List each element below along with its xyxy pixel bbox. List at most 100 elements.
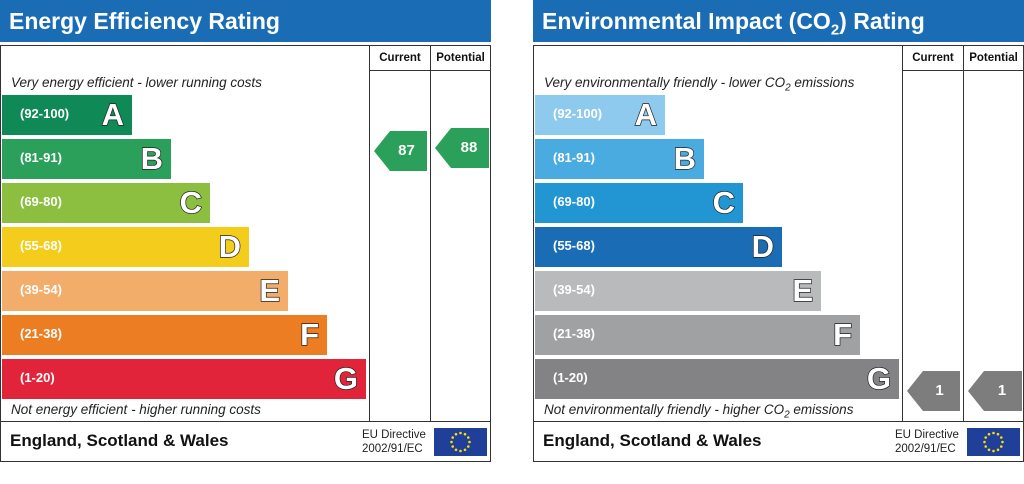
eu-star xyxy=(454,448,458,452)
band-c: (69-80) C xyxy=(2,183,210,223)
band-letter-label: E xyxy=(792,272,814,308)
eu-star xyxy=(999,436,1003,439)
band-letter-label: F xyxy=(299,316,319,352)
footer-region: England, Scotland & Wales xyxy=(10,431,229,450)
band-letter-label: G xyxy=(866,360,892,396)
band-range-label: (39-54) xyxy=(20,282,62,297)
footer-divider xyxy=(1,421,490,422)
band-letter-label: D xyxy=(751,228,775,264)
eu-star xyxy=(999,445,1003,448)
top-caption: Very energy efficient - lower running co… xyxy=(11,75,262,90)
eu-star xyxy=(459,449,462,453)
band-g: (1-20) G xyxy=(2,359,366,399)
current-rating-arrow: 87 xyxy=(374,131,427,171)
band-range-label: (1-20) xyxy=(20,370,55,385)
eu-star xyxy=(996,432,1000,436)
current-column-header: Current xyxy=(379,52,421,64)
potential-column-divider xyxy=(963,46,964,421)
energy-title: Energy Efficiency Rating xyxy=(0,0,491,42)
current-column-divider xyxy=(902,46,903,421)
energy-chart-frame: Current Potential Very energy efficient … xyxy=(0,45,491,462)
current-arrow-shape xyxy=(374,131,427,171)
band-range-label: (81-91) xyxy=(553,150,595,165)
band-letter-label: A xyxy=(101,96,125,132)
band-letter-label: D xyxy=(218,228,242,264)
top-caption: Very environmentally friendly - lower CO… xyxy=(544,75,855,94)
current-column-divider xyxy=(369,46,370,421)
eu-star xyxy=(992,449,995,453)
band-range-label: (69-80) xyxy=(553,194,595,209)
band-letter-label: B xyxy=(140,140,164,176)
eu-star xyxy=(992,431,995,435)
bottom-caption: Not environmentally friendly - higher CO… xyxy=(544,402,854,421)
band-c: (69-80) C xyxy=(535,183,743,223)
eu-star xyxy=(451,445,455,448)
eu-flag-icon xyxy=(967,428,1020,456)
band-range-label: (1-20) xyxy=(553,370,588,385)
column-header-divider xyxy=(370,70,491,71)
band-range-label: (39-54) xyxy=(553,282,595,297)
band-a: (92-100) A xyxy=(535,95,665,135)
band-range-label: (21-38) xyxy=(20,326,62,341)
current-arrow-shape xyxy=(907,371,960,411)
band-e: (39-54) E xyxy=(535,271,821,311)
eu-directive-line2: 2002/91/EC xyxy=(362,443,423,455)
band-g: (1-20) G xyxy=(535,359,899,399)
eu-directive-line2: 2002/91/EC xyxy=(895,443,956,455)
eu-star xyxy=(450,440,453,444)
potential-column-divider xyxy=(430,46,431,421)
energy-rating-panel: Energy Efficiency Rating Current Potenti… xyxy=(0,0,491,462)
eu-star xyxy=(466,445,470,448)
band-range-label: (55-68) xyxy=(553,238,595,253)
potential-arrow-shape xyxy=(968,371,1022,411)
eu-star xyxy=(987,432,991,436)
eu-flag-icon xyxy=(434,428,487,456)
potential-rating-value: 88 xyxy=(460,139,478,156)
band-letter-label: E xyxy=(259,272,281,308)
eu-directive-line1: EU Directive xyxy=(895,429,959,441)
potential-rating-arrow: 88 xyxy=(435,128,489,168)
eu-star xyxy=(996,448,1000,452)
current-rating-value: 87 xyxy=(398,142,415,159)
band-letter-label: F xyxy=(832,316,852,352)
eu-star xyxy=(459,431,462,435)
band-b: (81-91) B xyxy=(535,139,704,179)
band-f: (21-38) F xyxy=(535,315,860,355)
bottom-caption: Not energy efficient - higher running co… xyxy=(11,402,261,417)
eu-star xyxy=(454,432,458,436)
band-range-label: (69-80) xyxy=(20,194,62,209)
band-e: (39-54) E xyxy=(2,271,288,311)
band-range-label: (21-38) xyxy=(553,326,595,341)
potential-column-header: Potential xyxy=(436,52,485,64)
band-letter-label: A xyxy=(634,96,658,132)
footer-divider xyxy=(534,421,1023,422)
potential-column-header: Potential xyxy=(969,52,1018,64)
current-rating-value: 1 xyxy=(935,382,944,399)
eu-directive: EU Directive 2002/91/EC xyxy=(895,428,959,456)
band-b: (81-91) B xyxy=(2,139,171,179)
environment-chart-frame: Current Potential Very environmentally f… xyxy=(533,45,1024,462)
eu-star xyxy=(466,436,470,439)
eu-directive: EU Directive 2002/91/EC xyxy=(362,428,426,456)
band-letter-label: C xyxy=(712,184,736,220)
footer-region: England, Scotland & Wales xyxy=(543,431,762,450)
band-range-label: (81-91) xyxy=(20,150,62,165)
band-range-label: (92-100) xyxy=(20,106,70,121)
band-d: (55-68) D xyxy=(2,227,249,267)
band-f: (21-38) F xyxy=(2,315,327,355)
eu-star xyxy=(463,448,467,452)
band-a: (92-100) A xyxy=(2,95,132,135)
current-rating-arrow: 1 xyxy=(907,371,960,411)
potential-arrow-shape xyxy=(435,128,489,168)
environment-rating-panel: Environmental Impact (CO2) Rating Curren… xyxy=(533,0,1024,462)
eu-star xyxy=(984,445,988,448)
eu-star xyxy=(983,440,986,444)
column-header-divider xyxy=(903,70,1024,71)
band-range-label: (92-100) xyxy=(553,106,603,121)
eu-star xyxy=(451,436,455,439)
band-letter-label: B xyxy=(673,140,697,176)
environment-title: Environmental Impact (CO2) Rating xyxy=(533,0,1024,42)
eu-star xyxy=(987,448,991,452)
band-range-label: (55-68) xyxy=(20,238,62,253)
eu-star xyxy=(1001,440,1004,444)
